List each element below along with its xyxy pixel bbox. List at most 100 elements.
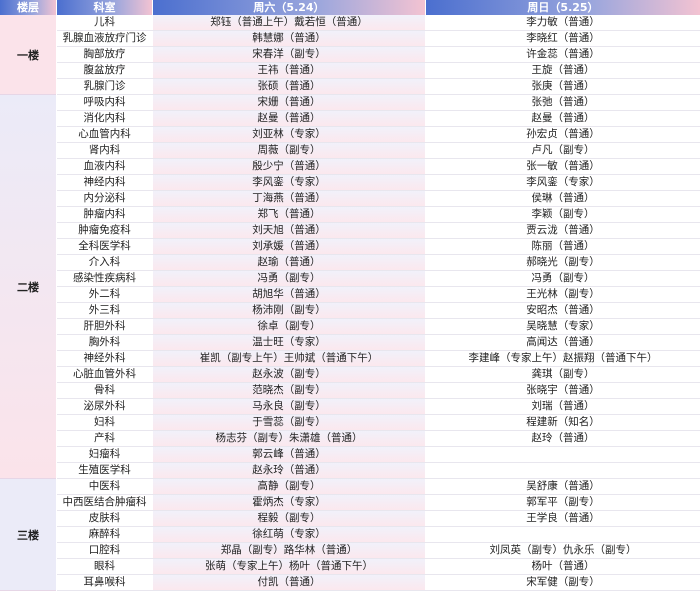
saturday-cell: 宋姗（普通） [153, 95, 425, 110]
saturday-cell: 郑飞（普通） [153, 207, 425, 222]
sunday-cell: 卢凡（副专） [426, 143, 700, 158]
sunday-cell [426, 447, 700, 462]
table-row: 心脏血管外科 赵永波（副专） 龚琪（副专） [57, 367, 700, 383]
sunday-cell: 王光林（副专） [426, 287, 700, 302]
header-floor: 楼层 [0, 0, 56, 15]
sunday-cell: 孙宏贞（普通） [426, 127, 700, 142]
header-saturday: 周六（5.24） [153, 0, 425, 15]
table-row: 腹盆放疗 王祎（普通） 王旋（普通） [57, 63, 700, 79]
saturday-cell: 马永良（副专） [153, 399, 425, 414]
saturday-cell: 赵永玲（普通） [153, 463, 425, 478]
department-cell: 内分泌科 [57, 191, 152, 206]
saturday-cell: 冯勇（副专） [153, 271, 425, 286]
department-cell: 生殖医学科 [57, 463, 152, 478]
table-row: 泌尿外科 马永良（副专） 刘瑞（普通） [57, 399, 700, 415]
department-cell: 肿瘤免疫科 [57, 223, 152, 238]
table-row: 血液内科 殷少宁（普通） 张一敏（普通） [57, 159, 700, 175]
saturday-cell: 刘天旭（普通） [153, 223, 425, 238]
table-row: 妇科 于雪蕊（副专） 程建新（知名） [57, 415, 700, 431]
department-cell: 心血管内科 [57, 127, 152, 142]
department-cell: 妇科 [57, 415, 152, 430]
table-row: 介入科 赵瑜（普通） 郝晓光（副专） [57, 255, 700, 271]
floor-label: 二楼 [0, 95, 56, 479]
table-row: 外二科 胡旭华（普通） 王光林（副专） [57, 287, 700, 303]
saturday-cell: 高静（副专） [153, 479, 425, 494]
table-row: 肾内科 周薇（副专） 卢凡（副专） [57, 143, 700, 159]
saturday-cell: 程毅（副专） [153, 511, 425, 526]
department-cell: 皮肤科 [57, 511, 152, 526]
sunday-cell: 吴舒康（普通） [426, 479, 700, 494]
department-cell: 血液内科 [57, 159, 152, 174]
sunday-cell [426, 527, 700, 542]
saturday-cell: 霍炳杰（专家） [153, 495, 425, 510]
department-cell: 口腔科 [57, 543, 152, 558]
sunday-cell: 郭军平（副专） [426, 495, 700, 510]
department-cell: 眼科 [57, 559, 152, 574]
department-cell: 骨科 [57, 383, 152, 398]
sunday-cell: 吴晓慧（专家） [426, 319, 700, 334]
table-row: 乳腺血液放疗门诊 韩慧娜（普通） 李晓红（普通） [57, 31, 700, 47]
saturday-cell: 温士旺（专家） [153, 335, 425, 350]
sunday-cell: 郝晓光（副专） [426, 255, 700, 270]
department-cell: 中西医结合肿瘤科 [57, 495, 152, 510]
table-row: 消化内科 赵曼（普通） 赵曼（普通） [57, 111, 700, 127]
sunday-cell: 张庚（普通） [426, 79, 700, 94]
sunday-cell: 王学良（普通） [426, 511, 700, 526]
saturday-cell: 付凯（普通） [153, 575, 425, 590]
department-cell: 泌尿外科 [57, 399, 152, 414]
saturday-cell: 杨志芬（副专）朱潇雄（普通） [153, 431, 425, 446]
saturday-cell: 韩慧娜（普通） [153, 31, 425, 46]
department-cell: 胸部放疗 [57, 47, 152, 62]
sunday-cell: 刘凤英（副专）仇永乐（副专） [426, 543, 700, 558]
sunday-cell: 李风銮（专家） [426, 175, 700, 190]
saturday-cell: 郑钰（普通上午）戴若恒（普通） [153, 15, 425, 30]
department-cell: 产科 [57, 431, 152, 446]
department-cell: 耳鼻喉科 [57, 575, 152, 590]
department-cell: 感染性疾病科 [57, 271, 152, 286]
department-cell: 神经外科 [57, 351, 152, 366]
department-cell: 介入科 [57, 255, 152, 270]
saturday-cell: 宋春洋（副专） [153, 47, 425, 62]
saturday-cell: 张硕（普通） [153, 79, 425, 94]
sunday-cell: 李晓红（普通） [426, 31, 700, 46]
floor-label: 一楼 [0, 15, 56, 95]
sunday-cell: 高闻达（普通） [426, 335, 700, 350]
department-cell: 腹盆放疗 [57, 63, 152, 78]
saturday-cell: 赵瑜（普通） [153, 255, 425, 270]
sunday-cell: 李建峰（专家上午）赵振翔（普通下午） [426, 351, 700, 366]
header-dept: 科室 [57, 0, 152, 15]
department-cell: 妇瘤科 [57, 447, 152, 462]
saturday-cell: 范晓杰（副专） [153, 383, 425, 398]
table-row: 胸部放疗 宋春洋（副专） 许金蕊（普通） [57, 47, 700, 63]
saturday-cell: 刘承媛（普通） [153, 239, 425, 254]
saturday-cell: 赵永波（副专） [153, 367, 425, 382]
saturday-cell: 胡旭华（普通） [153, 287, 425, 302]
table-row: 麻醉科 徐红萌（专家） [57, 527, 700, 543]
sunday-cell: 安昭杰（普通） [426, 303, 700, 318]
sunday-cell: 冯勇（副专） [426, 271, 700, 286]
sunday-cell: 程建新（知名） [426, 415, 700, 430]
table-row: 皮肤科 程毅（副专） 王学良（普通） [57, 511, 700, 527]
sunday-cell: 张晓宇（普通） [426, 383, 700, 398]
saturday-cell: 殷少宁（普通） [153, 159, 425, 174]
table-row: 中西医结合肿瘤科 霍炳杰（专家） 郭军平（副专） [57, 495, 700, 511]
department-cell: 外二科 [57, 287, 152, 302]
table-row: 感染性疾病科 冯勇（副专） 冯勇（副专） [57, 271, 700, 287]
saturday-cell: 周薇（副专） [153, 143, 425, 158]
table-row: 妇瘤科 郭云峰（普通） [57, 447, 700, 463]
table-row: 内分泌科 丁海燕（普通） 侯琳（普通） [57, 191, 700, 207]
department-cell: 麻醉科 [57, 527, 152, 542]
saturday-cell: 徐红萌（专家） [153, 527, 425, 542]
department-cell: 乳腺门诊 [57, 79, 152, 94]
table-row: 中医科 高静（副专） 吴舒康（普通） [57, 479, 700, 495]
header-sunday: 周日（5.25） [426, 0, 700, 15]
department-cell: 胸外科 [57, 335, 152, 350]
department-cell: 肿瘤内科 [57, 207, 152, 222]
department-cell: 肝胆外科 [57, 319, 152, 334]
sunday-cell: 张弛（普通） [426, 95, 700, 110]
floor-label: 三楼 [0, 479, 56, 591]
department-cell: 呼吸内科 [57, 95, 152, 110]
saturday-cell: 刘亚林（专家） [153, 127, 425, 142]
saturday-cell: 郭云峰（普通） [153, 447, 425, 462]
saturday-cell: 王祎（普通） [153, 63, 425, 78]
